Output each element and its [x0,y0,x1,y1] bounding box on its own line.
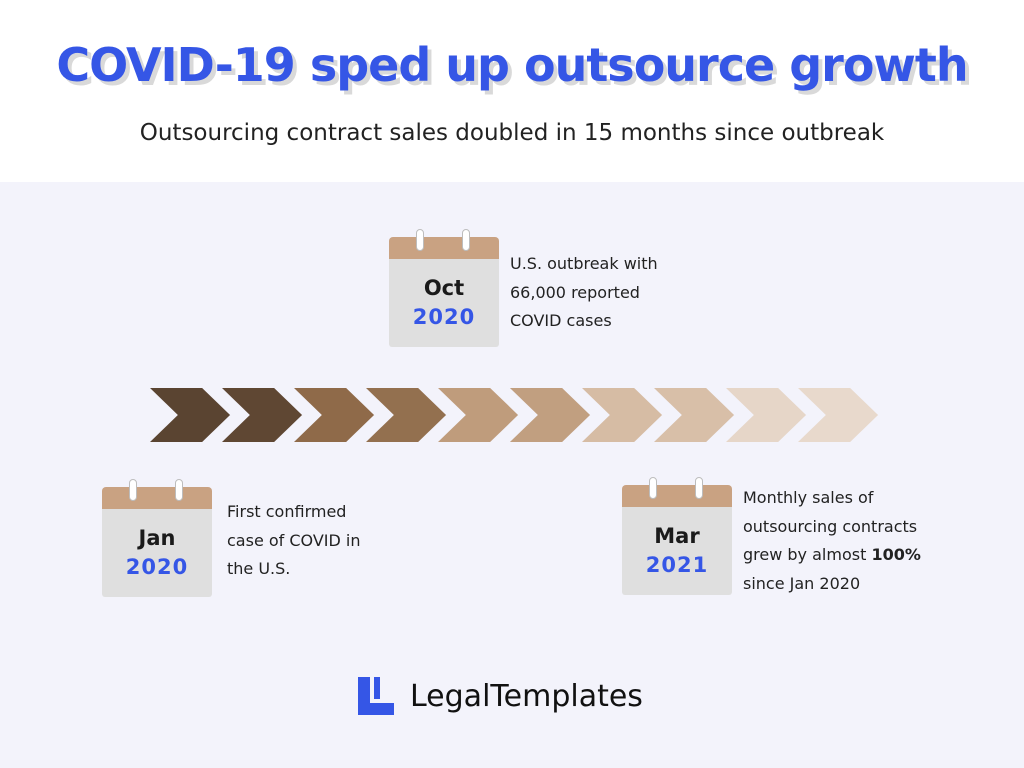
calendar-year: 2021 [645,553,709,577]
event-description-jan: First confirmed case of COVID in the U.S… [227,498,361,584]
calendar-ring-icon [175,479,183,501]
desc-line: 66,000 reported [510,282,640,302]
calendar-ring-icon [129,479,137,501]
event-description-mar: Monthly sales of outsourcing contracts g… [743,484,921,598]
timeline-chevron-9 [716,384,812,446]
calendar-jan-2020: Jan 2020 [102,479,212,597]
timeline-chevron-6 [500,384,596,446]
calendar-ring-icon [416,229,424,251]
timeline-chevron-2 [212,384,308,446]
timeline-arrows [140,384,884,446]
calendar-year: 2020 [412,305,476,329]
timeline-chevron-4 [356,384,452,446]
timeline-panel: Oct 2020 U.S. outbreak with 66,000 repor… [0,182,1024,768]
desc-line: COVID cases [510,311,612,330]
timeline-chevron-8 [644,384,740,446]
calendar-ring-icon [462,229,470,251]
timeline-chevron-7 [572,384,668,446]
desc-line: First confirmed [227,502,347,521]
desc-line: grew by almost 100% [743,541,921,570]
brand: LegalTemplates [358,676,643,716]
calendar-body: Mar 2021 [622,507,732,595]
desc-line: case of COVID in [227,530,361,550]
legaltemplates-logo-icon [358,677,394,715]
desc-line: Monthly sales of [743,488,874,507]
header: COVID-19 sped up outsource growth Outsou… [0,0,1024,182]
timeline-chevron-1 [140,384,236,446]
calendar-mar-2021: Mar 2021 [622,477,732,595]
timeline-chevron-10 [788,384,884,446]
desc-text: grew by almost [743,545,872,564]
desc-line: outsourcing contracts [743,516,918,536]
calendar-month: Jan [138,526,176,550]
calendar-header [102,487,212,509]
desc-line: since Jan 2020 [743,573,861,593]
calendar-month: Oct [423,276,465,300]
timeline-chevron-3 [284,384,380,446]
calendar-year: 2020 [125,555,189,579]
calendar-body: Oct 2020 [389,259,499,347]
calendar-header [389,237,499,259]
page-subtitle: Outsourcing contract sales doubled in 15… [139,120,885,146]
desc-line: U.S. outbreak with [510,254,658,273]
page-title: COVID-19 sped up outsource growth [56,38,968,92]
brand-name: LegalTemplates [410,678,643,714]
calendar-body: Jan 2020 [102,509,212,597]
calendar-ring-icon [649,477,657,499]
event-description-oct: U.S. outbreak with 66,000 reported COVID… [510,250,658,336]
calendar-header [622,485,732,507]
desc-line: the U.S. [227,559,291,578]
highlight-percent: 100% [871,545,921,564]
calendar-oct-2020: Oct 2020 [389,229,499,347]
calendar-ring-icon [695,477,703,499]
timeline-chevron-5 [428,384,524,446]
calendar-month: Mar [654,524,700,548]
